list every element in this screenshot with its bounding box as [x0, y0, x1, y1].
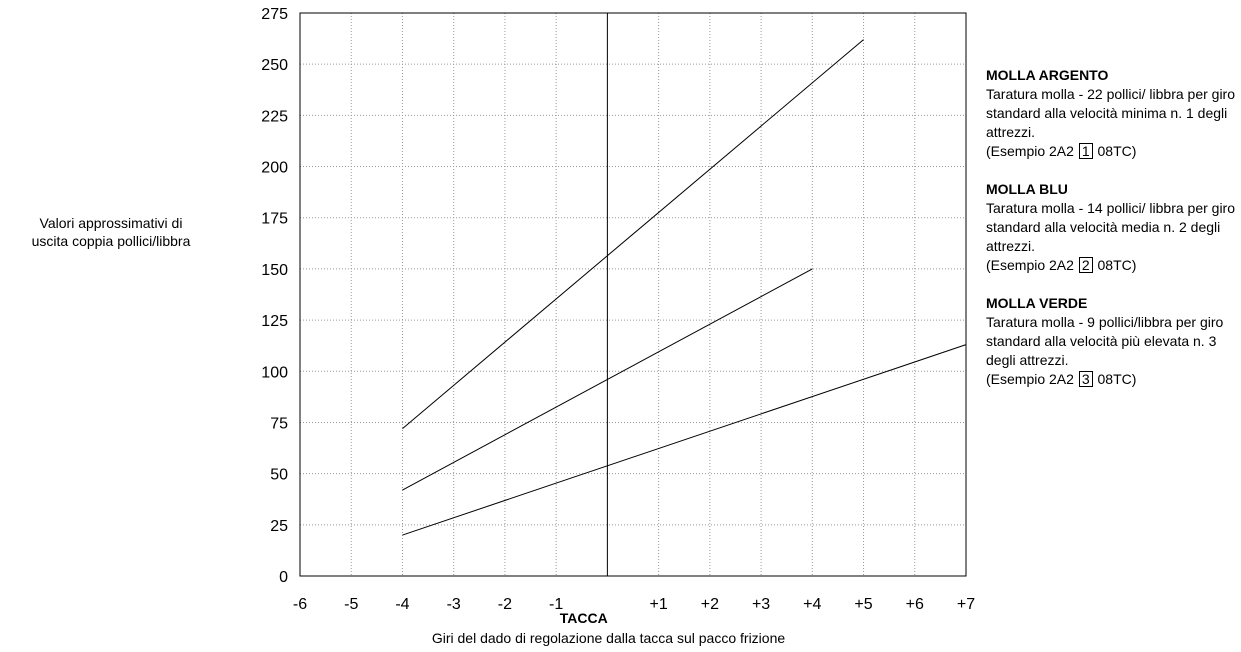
- example-prefix: (Esempio 2A2: [986, 143, 1074, 159]
- y-tick-label: 75: [270, 415, 288, 432]
- legend-description: Taratura molla - 22 pollici/ libbra per …: [986, 86, 1235, 140]
- y-tick-label: 50: [270, 467, 288, 484]
- y-tick-label: 175: [261, 211, 288, 228]
- legend-description: Taratura molla - 14 pollici/ libbra per …: [986, 200, 1235, 254]
- example-box: 3: [1078, 371, 1093, 387]
- series-line-3: [402, 344, 967, 536]
- y-tick-label: 125: [261, 313, 288, 330]
- x-tick-label: -4: [395, 596, 409, 613]
- example-suffix: 08TC): [1097, 371, 1137, 387]
- legend-title: MOLLA BLU: [986, 181, 1068, 197]
- y-tick-label: 275: [261, 6, 288, 23]
- x-tick-label: -1: [549, 596, 563, 613]
- x-tick-label: -2: [498, 596, 512, 613]
- x-tick-label: +4: [803, 596, 821, 613]
- x-tick-label: -5: [344, 596, 358, 613]
- legend-example: (Esempio 2A2 1 08TC): [986, 142, 1241, 161]
- series-line-2: [402, 268, 813, 491]
- legend-title: MOLLA ARGENTO: [986, 67, 1109, 83]
- y-tick-label: 25: [270, 518, 288, 535]
- y-tick-label: 150: [261, 262, 288, 279]
- legend-entry-verde: MOLLA VERDE Taratura molla - 9 pollici/l…: [986, 294, 1241, 389]
- legend-example: (Esempio 2A2 3 08TC): [986, 370, 1241, 389]
- y-axis-label: Valori approssimativi di uscita coppia p…: [0, 214, 222, 250]
- plot-frame: [299, 12, 967, 577]
- y-tick-label: 200: [261, 160, 288, 177]
- y-tick-label: 0: [279, 569, 288, 586]
- y-tick-labels: 0 25 50 75 100 125 150 175 200 225 250 275: [261, 6, 288, 586]
- y-tick-label: 100: [261, 364, 288, 381]
- series-lines: [402, 39, 967, 536]
- y-tick-label: 225: [261, 108, 288, 125]
- legend-entry-blu: MOLLA BLU Taratura molla - 14 pollici/ l…: [986, 180, 1241, 275]
- y-axis-label-line-2: uscita coppia pollici/libbra: [31, 233, 191, 249]
- series-line-1: [402, 39, 864, 429]
- y-tick-label: 250: [261, 57, 288, 74]
- example-suffix: 08TC): [1097, 257, 1137, 273]
- x-tick-label: +6: [906, 596, 924, 613]
- example-suffix: 08TC): [1097, 143, 1137, 159]
- x-tick-label: -3: [447, 596, 461, 613]
- legend-entry-argento: MOLLA ARGENTO Taratura molla - 22 pollic…: [986, 66, 1241, 161]
- legend: MOLLA ARGENTO Taratura molla - 22 pollic…: [986, 66, 1241, 408]
- x-tick-label: +1: [649, 596, 667, 613]
- example-prefix: (Esempio 2A2: [986, 371, 1074, 387]
- example-box: 1: [1078, 143, 1093, 159]
- legend-example: (Esempio 2A2 2 08TC): [986, 256, 1241, 275]
- x-tick-label: -6: [293, 596, 307, 613]
- x-tick-label: +5: [854, 596, 872, 613]
- legend-description: Taratura molla - 9 pollici/libbra per gi…: [986, 314, 1224, 368]
- y-axis-label-line-1: Valori approssimativi di: [39, 215, 183, 231]
- example-box: 2: [1078, 257, 1093, 273]
- x-tick-label: +2: [701, 596, 719, 613]
- x-tick-label: +3: [752, 596, 770, 613]
- grid-lines: [300, 13, 966, 576]
- legend-title: MOLLA VERDE: [986, 295, 1088, 311]
- x-axis-label: Giri del dado di regolazione dalla tacca…: [431, 630, 786, 646]
- example-prefix: (Esempio 2A2: [986, 257, 1074, 273]
- x-tick-labels: -6 -5 -4 -3 -2 -1 +1 +2 +3 +4 +5 +6 +7: [293, 596, 975, 613]
- x-tick-label: +7: [957, 596, 975, 613]
- x-axis-title: TACCA: [560, 610, 608, 626]
